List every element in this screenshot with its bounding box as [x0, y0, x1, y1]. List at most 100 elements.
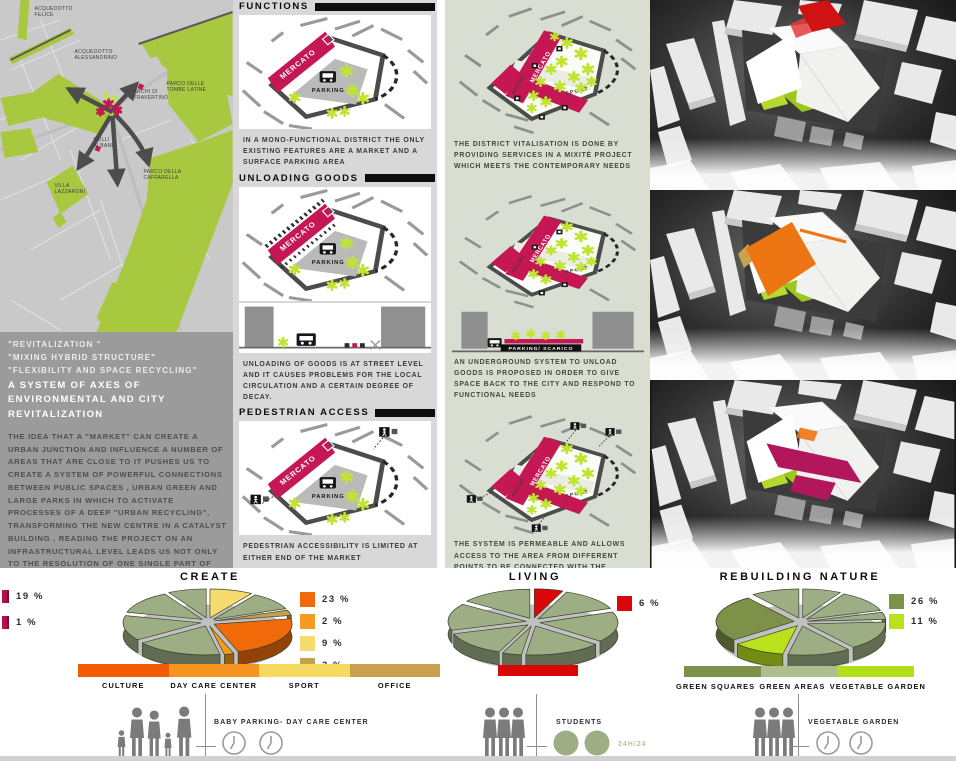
nature-gradient-bar [684, 666, 915, 677]
students-people-icon [483, 707, 525, 757]
permeability-diagram-svg: MERCATO CULTURA SPORT [458, 415, 636, 535]
legend-swatch [889, 614, 904, 629]
svg-text:ACQUEDOTTO: ACQUEDOTTO [35, 6, 73, 12]
svg-text:PARCO DELLA: PARCO DELLA [144, 169, 182, 175]
bottom-strip [0, 756, 956, 761]
bar-segment-garden [837, 666, 915, 677]
legend-label: 1 % [16, 617, 38, 628]
header-label: PEDESTRIAN ACCESS [239, 407, 370, 419]
scarico-label: PARKING/ SCARICO [508, 346, 573, 352]
legend-label: 11 % [911, 616, 939, 627]
hours-note: 24H/24 [618, 741, 647, 748]
map-label-archi: ARCHI DI [134, 89, 158, 95]
functions-caption: IN A MONO-FUNCTIONAL DISTRICT THE ONLY E… [243, 137, 425, 167]
proposal-column: MERCATO CULTURA SPORT THE DISTRICT VITAL… [445, 0, 650, 568]
dashed-edge [374, 54, 399, 101]
magenta-roof-accent [766, 443, 862, 483]
legend-row: 9 % [300, 636, 343, 651]
bar-label: CULTURE [102, 681, 145, 690]
market-node [94, 83, 145, 152]
bar-label: GREEN AREAS [759, 682, 826, 691]
sport-label: SPORT [564, 86, 589, 97]
svg-text:CAFFARELLA: CAFFARELLA [144, 175, 179, 181]
render-panel-1 [650, 0, 956, 190]
underground-deck [503, 338, 583, 344]
orange-roof-accent [746, 222, 816, 296]
map-label-villa: VILLA [55, 183, 70, 189]
bar-label: DAY CARE CENTER [170, 681, 258, 690]
svg-text:COLLI: COLLI [94, 137, 110, 143]
legend-row: 1 % [2, 616, 37, 629]
svg-text:FELICE: FELICE [35, 12, 55, 18]
legend-row: 2 % [300, 614, 343, 629]
svg-text:VILLA: VILLA [55, 183, 70, 189]
divider-tick [527, 746, 547, 747]
truck-icon [296, 332, 316, 346]
permeability-caption: THE SYSTEM IS PERMEABLE AND ALLOWS ACCES… [454, 541, 626, 568]
legend-swatch [889, 594, 904, 609]
map-labels: ACQUEDOTTO FELICE ACQUEDOTTO ALESSANDRIN… [35, 6, 207, 195]
map-label-felice: ACQUEDOTTO [35, 6, 73, 12]
parking-icon [319, 242, 336, 255]
nature-bar-labels: GREEN SQUARES GREEN AREAS VEGETABLE GARD… [676, 682, 926, 691]
aqueduct-lines [10, 11, 233, 61]
vegetable-garden-label: VEGETABLE GARDEN [808, 719, 900, 726]
header-bar [364, 174, 435, 183]
legend-swatch [2, 616, 9, 629]
legend-swatch [2, 590, 9, 603]
renders-column [650, 0, 956, 568]
context-streets [458, 7, 636, 135]
bar-label: SPORT [288, 681, 320, 690]
header-bar [375, 408, 435, 417]
legend-row: 19 % [2, 590, 44, 603]
parking-label: PARKING [312, 88, 345, 94]
pedestrian-access-icon [250, 494, 262, 505]
svg-text:ARCHI DI: ARCHI DI [134, 89, 158, 95]
pedestrian-access-icon [378, 426, 390, 438]
bar-segment-living [498, 665, 578, 676]
render-panel-3 [651, 380, 955, 568]
map-label-archi-2: TRAVERTINO [134, 95, 169, 101]
bar-label: OFFICE [377, 681, 412, 690]
gardeners-people-icon [753, 707, 795, 757]
underground-caption: AN UNDERGROUND SYSTEM TO UNLOAD GOODS IS… [454, 358, 636, 400]
chart-title-living: LIVING [508, 571, 562, 583]
svg-text:TRAVERTINO: TRAVERTINO [134, 95, 169, 101]
parking-icon [319, 477, 336, 489]
street-section-svg [239, 306, 431, 350]
baby-parking-label: BABY PARKING- DAY CARE CENTER [214, 719, 369, 726]
legend-label: 2 % [322, 616, 344, 627]
divider-line [536, 694, 537, 756]
truck-queue-2 [280, 221, 339, 269]
map-label-felice-2: FELICE [35, 12, 55, 18]
map-label-tombe: PARCO DELLE [167, 81, 205, 87]
bar-segment-areas [760, 666, 838, 677]
program-gradient-bar [78, 664, 440, 677]
bar-segment-office [349, 664, 440, 677]
mixite-diagram-svg: MERCATO CULTURA SPORT [458, 7, 636, 135]
underground-plan-svg: MERCATO CULTURA SPORT [458, 194, 636, 308]
left-panel: ACQUEDOTTO FELICE ACQUEDOTTO ALESSANDRIN… [0, 0, 233, 607]
map-label-colli: COLLI [94, 137, 110, 143]
functions-diagram-card: MERCATO PARKING [239, 15, 431, 129]
svg-text:ALESSANDRINO: ALESSANDRINO [75, 55, 118, 61]
unloading-caption: UNLOADING OF GOODS IS AT STREET LEVEL AN… [243, 360, 424, 402]
legend-row: 11 % [889, 614, 939, 629]
building-block [460, 311, 488, 349]
divider-tick [196, 746, 216, 747]
program-bar-labels: CULTURE DAY CARE CENTER SPORT OFFICE [78, 681, 440, 690]
bar-label: GREEN SQUARES [676, 682, 756, 691]
pedestrian-caption: PEDESTRIAN ACCESSIBILITY IS LIMITED AT E… [243, 543, 419, 562]
svg-text:TOMBE LATINE: TOMBE LATINE [167, 87, 207, 93]
context-streets [241, 17, 429, 129]
legend-swatch [300, 592, 315, 607]
building-block [591, 311, 634, 349]
render-panel-2 [650, 190, 956, 380]
section-header-functions: FUNCTIONS [233, 0, 437, 13]
legend-label: 19 % [16, 591, 45, 602]
pie-chart-living [447, 588, 619, 670]
map-label-villa-2: LAZZARONI [55, 189, 86, 195]
red-roof-accent [798, 0, 846, 32]
context-city-band [650, 160, 956, 190]
